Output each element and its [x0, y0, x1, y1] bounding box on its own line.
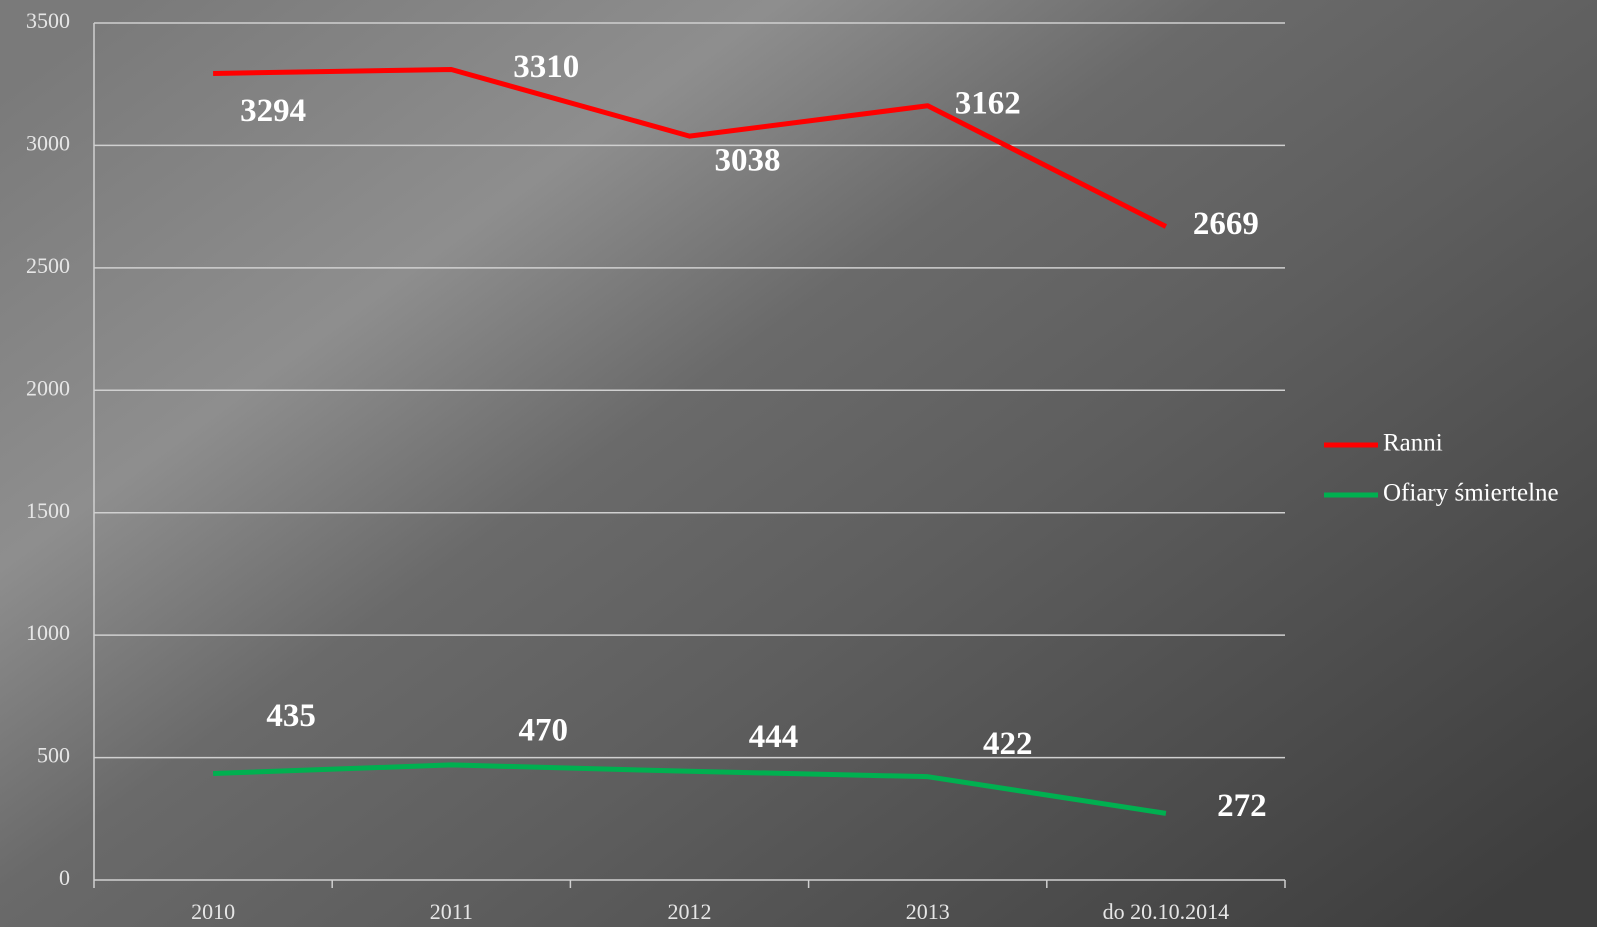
y-tick-label: 500: [37, 743, 70, 768]
data-label: 470: [519, 712, 569, 748]
y-tick-label: 1000: [26, 620, 70, 645]
series-line: [213, 762, 1167, 816]
x-tick-label: 2011: [430, 899, 473, 924]
data-label: 272: [1217, 788, 1267, 824]
x-tick-label: 2013: [906, 899, 950, 924]
legend-label: Ofiary śmiertelne: [1383, 480, 1559, 507]
x-tick-label: 2010: [191, 899, 235, 924]
y-tick-label: 1500: [26, 498, 70, 523]
series-line: [213, 67, 1168, 229]
y-tick-label: 0: [59, 865, 70, 890]
legend-label: Ranni: [1383, 430, 1443, 457]
data-label: 444: [749, 719, 799, 755]
y-tick-label: 3000: [26, 130, 70, 155]
y-tick-label: 3500: [26, 8, 70, 33]
data-label: 3310: [513, 49, 579, 85]
data-label: 3162: [955, 85, 1021, 121]
data-label: 3294: [240, 93, 306, 129]
data-label: 422: [983, 726, 1033, 762]
x-tick-label: 2012: [668, 899, 712, 924]
data-label: 2669: [1193, 206, 1259, 242]
data-label: 435: [266, 698, 316, 734]
y-tick-label: 2500: [26, 253, 70, 278]
data-label: 3038: [715, 143, 781, 179]
x-tick-label: do 20.10.2014: [1103, 899, 1230, 924]
y-tick-label: 2000: [26, 375, 70, 400]
